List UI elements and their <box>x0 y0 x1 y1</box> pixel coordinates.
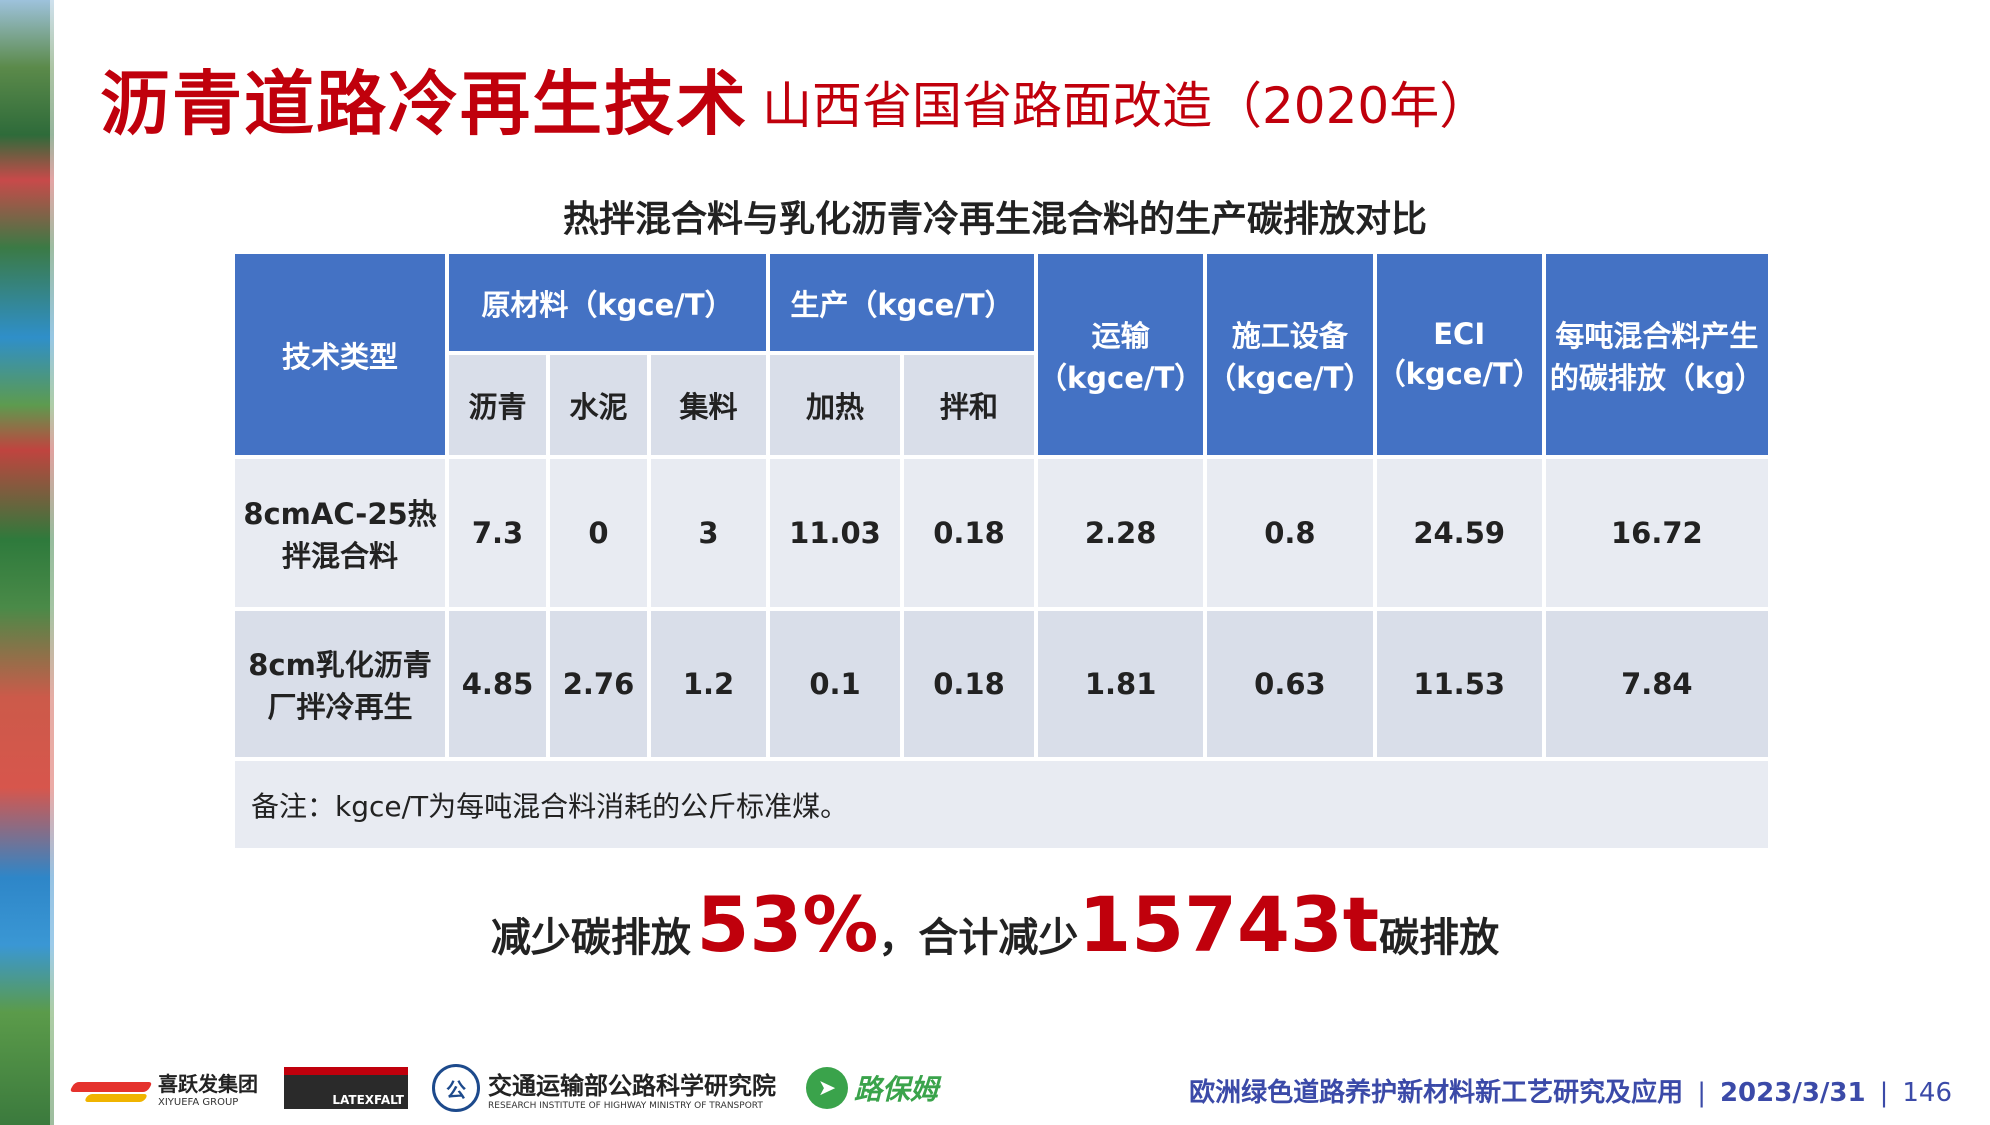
footer-info: 欧洲绿色道路养护新材料新工艺研究及应用 | 2023/3/31 | 146 <box>1189 1072 1952 1109</box>
xyf-logo-icon <box>72 1064 150 1112</box>
latexfalt-logo-name: LATEXFALT <box>332 1093 404 1107</box>
header-transport-line1: 运输 <box>1091 318 1150 353</box>
cell-cement: 2.76 <box>550 611 647 757</box>
cell-heating: 11.03 <box>770 459 900 607</box>
cell-mixing: 0.18 <box>904 611 1034 757</box>
cell-transport: 1.81 <box>1038 611 1204 757</box>
summary-part2: ，合计减少 <box>878 915 1079 961</box>
table-row: 8cmAC-25热 拌混合料 7.3 0 3 11.03 0.18 2.28 0… <box>235 459 1768 607</box>
header-transport: 运输 （kgce/T） <box>1038 254 1204 455</box>
emission-table: 技术类型 原材料（kgce/T） 生产（kgce/T） 运输 （kgce/T） … <box>231 250 1772 852</box>
row-tech-type: 8cm乳化沥青 厂拌冷再生 <box>235 611 445 757</box>
table-caption: 热拌混合料与乳化沥青冷再生混合料的生产碳排放对比 <box>562 199 1427 240</box>
lubaomu-logo-name: 路保姆 <box>854 1073 939 1106</box>
header-eci: ECI （kgce/T） <box>1376 254 1542 455</box>
row-tech-type: 8cmAC-25热 拌混合料 <box>235 459 445 607</box>
xyf-logo: 喜跃发集团 XIYUEFA GROUP <box>72 1060 258 1116</box>
header-transport-line2: （kgce/T） <box>1038 360 1204 395</box>
subheader-cement: 水泥 <box>550 355 647 455</box>
header-emission-line2: 的碳排放（kg） <box>1549 360 1764 395</box>
header-eci-line2: （kgce/T） <box>1376 356 1542 391</box>
cell-aggregate: 1.2 <box>651 611 766 757</box>
subheader-asphalt: 沥青 <box>449 355 546 455</box>
page-number: 146 <box>1902 1078 1952 1108</box>
header-raw-materials: 原材料（kgce/T） <box>449 254 766 351</box>
lubaomu-logo: ➤ 路保姆 <box>806 1060 938 1116</box>
footer-project: 欧洲绿色道路养护新材料新工艺研究及应用 <box>1189 1078 1684 1108</box>
cell-mixing: 0.18 <box>904 459 1034 607</box>
summary-part3: 碳排放 <box>1379 915 1500 961</box>
row-type-line1: 8cmAC-25热 <box>243 497 437 531</box>
header-equipment: 施工设备 （kgce/T） <box>1207 254 1373 455</box>
subheader-mixing: 拌和 <box>904 355 1034 455</box>
header-emission-line1: 每吨混合料产生 <box>1555 318 1759 353</box>
footer-separator: | <box>1697 1078 1706 1108</box>
side-photo-strip <box>0 0 54 1125</box>
header-emission: 每吨混合料产生 的碳排放（kg） <box>1545 254 1768 455</box>
page-title: 沥青道路冷再生技术 <box>100 63 748 145</box>
row-type-line2: 厂拌冷再生 <box>267 690 413 724</box>
row-type-line2: 拌混合料 <box>281 539 398 573</box>
table-note-row: 备注：kgce/T为每吨混合料消耗的公斤标准煤。 <box>235 761 1768 848</box>
cell-asphalt: 4.85 <box>449 611 546 757</box>
cell-equipment: 0.8 <box>1207 459 1373 607</box>
cell-equipment: 0.63 <box>1207 611 1373 757</box>
page-subtitle: 山西省国省路面改造（2020年） <box>762 77 1490 135</box>
rioh-logo-name: 交通运输部公路科学研究院 <box>488 1071 776 1100</box>
cell-transport: 2.28 <box>1038 459 1204 607</box>
cell-cement: 0 <box>550 459 647 607</box>
cell-eci: 24.59 <box>1376 459 1542 607</box>
footer-separator: | <box>1879 1078 1889 1108</box>
cell-eci: 11.53 <box>1376 611 1542 757</box>
header-equipment-line1: 施工设备 <box>1231 318 1348 353</box>
cell-heating: 0.1 <box>770 611 900 757</box>
latexfalt-logo: LATEXFALT <box>284 1060 408 1116</box>
rioh-logo: 公 交通运输部公路科学研究院 RESEARCH INSTITUTE OF HIG… <box>432 1060 776 1116</box>
latexfalt-logo-icon: LATEXFALT <box>284 1067 408 1109</box>
summary-line: 减少碳排放 53%，合计减少15743t碳排放 <box>0 880 1990 969</box>
header-equipment-line2: （kgce/T） <box>1207 360 1373 395</box>
summary-part1: 减少碳排放 <box>490 915 691 961</box>
lubaomu-logo-icon: ➤ <box>806 1067 848 1109</box>
row-type-line1: 8cm乳化沥青 <box>248 648 432 682</box>
xyf-logo-sub: XIYUEFA GROUP <box>158 1097 239 1108</box>
xyf-logo-name: 喜跃发集团 <box>158 1072 258 1096</box>
summary-amount: 15743t <box>1078 880 1380 969</box>
subheader-heating: 加热 <box>770 355 900 455</box>
cell-emission: 7.84 <box>1545 611 1768 757</box>
table-row: 8cm乳化沥青 厂拌冷再生 4.85 2.76 1.2 0.1 0.18 1.8… <box>235 611 1768 757</box>
subheader-aggregate: 集料 <box>651 355 766 455</box>
header-tech-type: 技术类型 <box>235 254 445 455</box>
footer-date: 2023/3/31 <box>1719 1078 1866 1108</box>
rioh-logo-icon: 公 <box>432 1064 480 1112</box>
cell-aggregate: 3 <box>651 459 766 607</box>
cell-emission: 16.72 <box>1545 459 1768 607</box>
table-note: 备注：kgce/T为每吨混合料消耗的公斤标准煤。 <box>235 761 1768 848</box>
cell-asphalt: 7.3 <box>449 459 546 607</box>
rioh-logo-sub: RESEARCH INSTITUTE OF HIGHWAY MINISTRY O… <box>488 1100 763 1111</box>
header-production: 生产（kgce/T） <box>770 254 1034 351</box>
footer: 喜跃发集团 XIYUEFA GROUP LATEXFALT 公 交通运输部公路科… <box>0 1060 1990 1125</box>
header-eci-line1: ECI <box>1433 316 1486 351</box>
summary-percent: 53% <box>696 880 879 969</box>
